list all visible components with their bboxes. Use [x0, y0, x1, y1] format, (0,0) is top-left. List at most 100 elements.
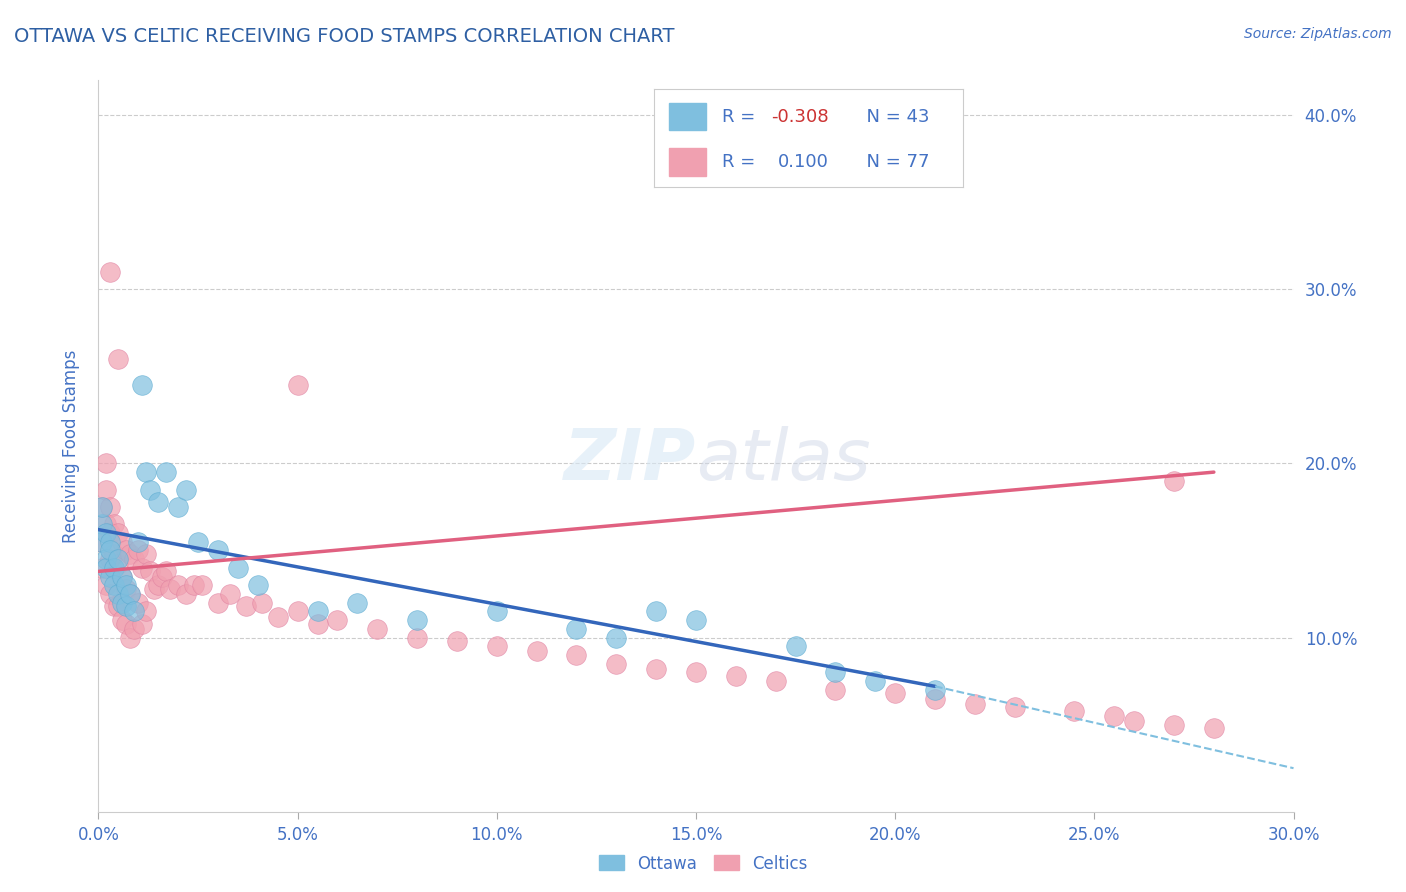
Point [250, 596, 273, 610]
Point [187, 534, 209, 549]
Point [115, 582, 138, 596]
Point [91, 500, 114, 514]
Point [565, 622, 588, 636]
Point [139, 565, 162, 579]
Point [139, 483, 162, 497]
Point [924, 682, 946, 697]
Point [98, 552, 122, 566]
Point [115, 578, 138, 592]
Point [785, 640, 807, 654]
Point [267, 609, 290, 624]
Point [174, 587, 197, 601]
Point [565, 648, 588, 662]
Point [96, 457, 118, 471]
Point [685, 613, 707, 627]
Point [155, 565, 177, 579]
Point [159, 582, 181, 596]
Point [120, 547, 142, 561]
Point [924, 691, 946, 706]
Point [103, 599, 125, 614]
Point [103, 517, 125, 532]
Point [884, 686, 907, 700]
Point [685, 665, 707, 680]
Point [135, 604, 157, 618]
Text: Source: ZipAtlas.com: Source: ZipAtlas.com [1244, 27, 1392, 41]
Text: N = 43: N = 43 [855, 108, 929, 126]
Point [287, 378, 309, 392]
Point [107, 558, 129, 572]
Point [1123, 714, 1146, 728]
Point [98, 587, 122, 601]
Bar [669, 148, 706, 176]
Text: -0.308: -0.308 [772, 108, 830, 126]
Point [98, 534, 122, 549]
Point [226, 561, 249, 575]
Text: N = 77: N = 77 [855, 153, 929, 170]
Point [167, 500, 190, 514]
Legend: Ottawa, Celtics: Ottawa, Celtics [592, 848, 814, 880]
Point [148, 578, 170, 592]
Text: R =: R = [721, 153, 766, 170]
Point [366, 622, 388, 636]
Point [526, 644, 548, 658]
Point [346, 596, 368, 610]
Text: ZIP: ZIP [564, 426, 696, 495]
Point [824, 665, 846, 680]
Point [605, 657, 627, 671]
Point [111, 613, 134, 627]
Point [131, 561, 153, 575]
Point [765, 674, 787, 689]
Point [174, 483, 197, 497]
Point [103, 547, 125, 561]
Point [96, 552, 118, 566]
Point [219, 587, 242, 601]
Text: R =: R = [721, 108, 761, 126]
Point [135, 465, 157, 479]
Point [246, 578, 269, 592]
Point [148, 494, 170, 508]
Point [107, 351, 129, 366]
Point [724, 669, 747, 683]
Point [111, 596, 134, 610]
Point [96, 483, 118, 497]
Point [107, 526, 129, 541]
Point [824, 682, 846, 697]
Point [115, 599, 138, 614]
Text: atlas: atlas [696, 426, 870, 495]
Point [91, 517, 114, 532]
Point [963, 697, 986, 711]
Point [307, 616, 329, 631]
Point [406, 631, 429, 645]
Point [131, 616, 153, 631]
Point [124, 604, 146, 618]
Point [98, 526, 122, 541]
Point [1163, 717, 1185, 731]
Point [96, 561, 118, 575]
Point [96, 517, 118, 532]
Point [96, 578, 118, 592]
Point [1163, 474, 1185, 488]
Point [235, 599, 257, 614]
Point [127, 534, 149, 549]
Point [124, 552, 146, 566]
Point [645, 662, 668, 676]
Point [127, 596, 149, 610]
Point [115, 543, 138, 558]
Point [485, 640, 508, 654]
Point [115, 616, 138, 631]
Point [98, 500, 122, 514]
Point [120, 587, 142, 601]
Point [91, 534, 114, 549]
Point [865, 674, 887, 689]
Point [91, 500, 114, 514]
Point [127, 543, 149, 558]
Point [107, 552, 129, 566]
Point [143, 582, 166, 596]
Point [103, 578, 125, 592]
Point [307, 604, 329, 618]
Point [98, 265, 122, 279]
Point [131, 378, 153, 392]
Text: OTTAWA VS CELTIC RECEIVING FOOD STAMPS CORRELATION CHART: OTTAWA VS CELTIC RECEIVING FOOD STAMPS C… [14, 27, 675, 45]
Point [155, 465, 177, 479]
Point [98, 543, 122, 558]
